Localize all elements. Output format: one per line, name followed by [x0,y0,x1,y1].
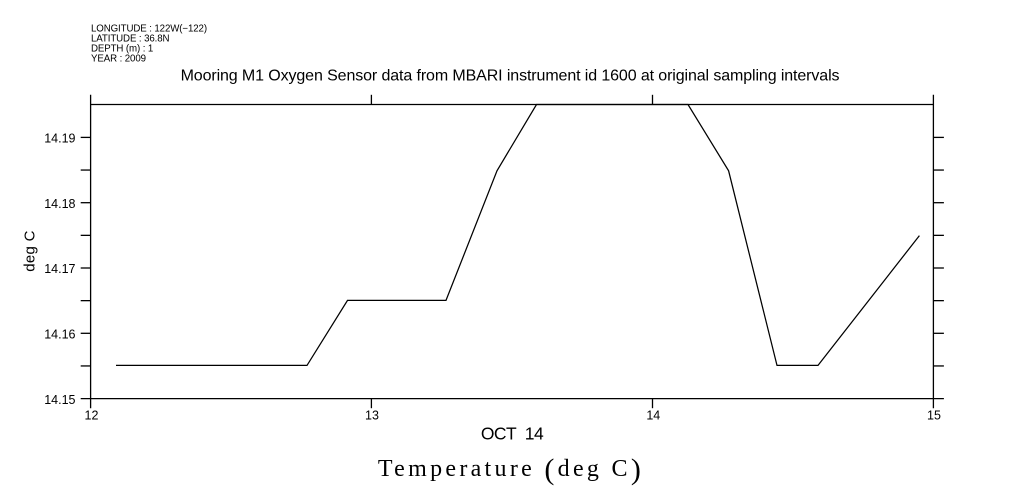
svg-text:Temperature (deg C): Temperature (deg C) [378,453,644,486]
svg-text:YEAR : 2009: YEAR : 2009 [91,54,146,65]
svg-text:14.18: 14.18 [44,197,75,211]
svg-text:13: 13 [365,409,379,423]
svg-text:14.17: 14.17 [44,262,75,276]
svg-text:14.15: 14.15 [44,393,75,407]
svg-text:Mooring M1 Oxygen Sensor data: Mooring M1 Oxygen Sensor data from MBARI… [181,68,840,85]
svg-text:LATITUDE : 36.8N: LATITUDE : 36.8N [91,34,170,45]
svg-text:LONGITUDE : 122W(−122): LONGITUDE : 122W(−122) [91,24,207,35]
svg-text:14.16: 14.16 [44,328,75,342]
svg-text:14.19: 14.19 [44,132,75,146]
svg-text:deg C: deg C [22,230,39,272]
svg-text:12: 12 [85,409,99,423]
svg-text:15: 15 [927,409,941,423]
svg-text:14: 14 [646,409,660,423]
svg-text:DEPTH (m) : 1: DEPTH (m) : 1 [91,44,153,55]
svg-text:OCT 14: OCT 14 [481,424,544,444]
